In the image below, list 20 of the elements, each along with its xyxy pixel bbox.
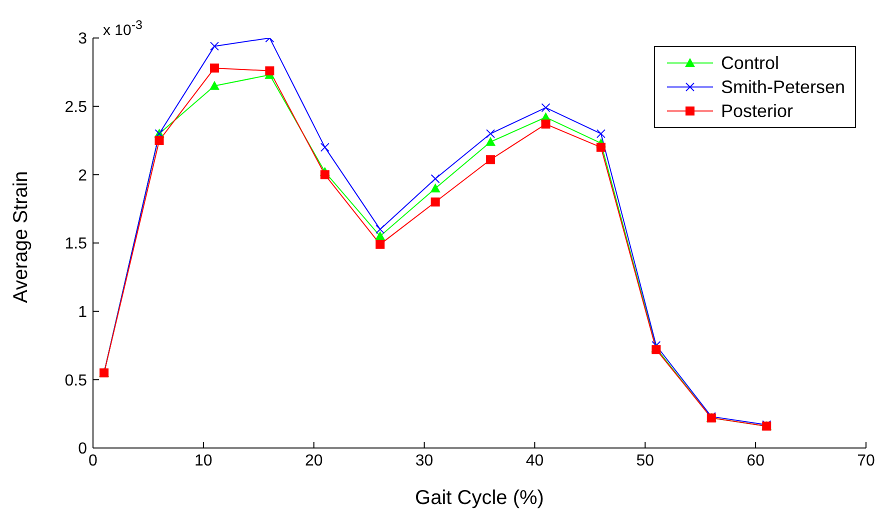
x-tick-label: 60: [746, 452, 765, 470]
y-tick-label: 0: [78, 440, 88, 458]
annotation: x 10$^{-3}$: [103, 18, 142, 39]
y-tick-label: 1: [78, 304, 88, 322]
x-tick-label: 10: [194, 452, 212, 470]
y-tick-label: 1.5: [64, 236, 88, 253]
y-tick-label: 0.5: [64, 372, 88, 390]
x-tick-label: 20: [304, 452, 323, 470]
x-tick-label: 40: [526, 452, 544, 470]
y-tick-label: 2.5: [64, 99, 88, 116]
y-tick-label: 2: [78, 167, 88, 184]
x-axis-title: Gait Cycle (%): [415, 487, 544, 509]
x-tick-label: 70: [857, 452, 875, 470]
x-tick-label: 50: [636, 452, 654, 470]
x-tick-label: 30: [415, 452, 434, 470]
legend-label: Smith-Petersen: [720, 76, 845, 99]
legend-label: Control: [720, 52, 779, 75]
y-axis-title: Average Strain: [10, 171, 32, 303]
legend-label: Posterior: [720, 100, 793, 123]
y-tick-label: 3: [78, 30, 88, 48]
